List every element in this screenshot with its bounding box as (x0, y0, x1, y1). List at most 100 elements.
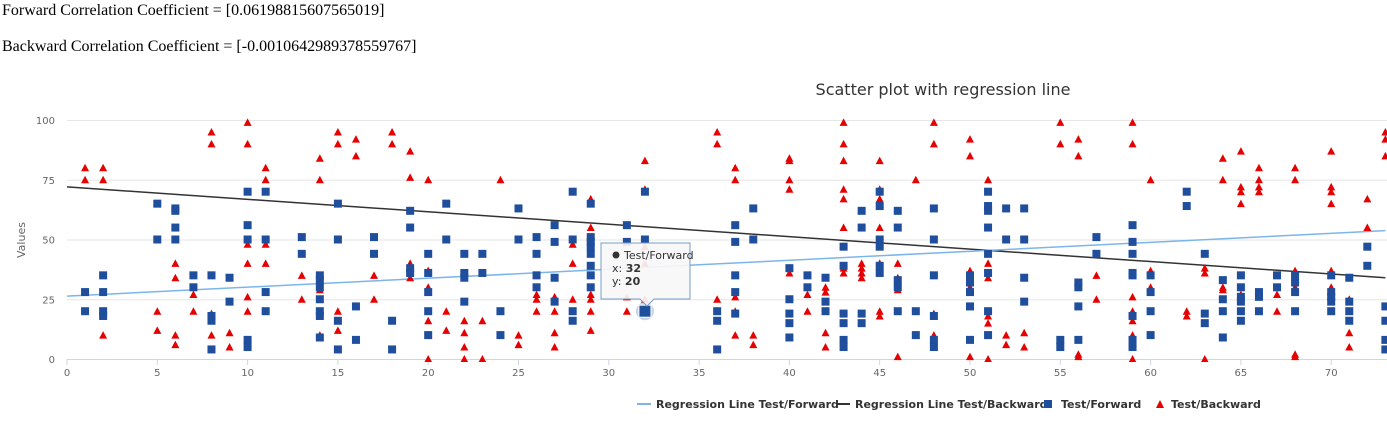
forward-point (261, 235, 270, 244)
backward-point (1128, 118, 1137, 126)
backward-point (1182, 311, 1191, 320)
forward-point (388, 345, 397, 354)
forward-point (984, 202, 993, 211)
backward-point (333, 326, 342, 334)
backward-point (839, 194, 848, 203)
x-tick-label: 25 (512, 368, 525, 379)
backward-point (893, 259, 902, 267)
backward-point (984, 259, 993, 267)
backward-point (333, 307, 342, 315)
forward-point (1146, 331, 1155, 340)
forward-point (1056, 343, 1065, 352)
forward-point (857, 319, 866, 328)
forward-point (225, 297, 234, 306)
forward-point (496, 331, 505, 340)
x-tick-label: 45 (873, 368, 886, 379)
forward-point (207, 311, 216, 320)
forward-point (1128, 311, 1137, 320)
backward-point (1002, 340, 1011, 349)
forward-point (1218, 333, 1227, 342)
forward-point (1236, 292, 1245, 301)
forward-point (586, 261, 595, 270)
backward-point (713, 295, 722, 303)
svg-text:y: 20: y: 20 (612, 275, 641, 288)
backward-point (550, 307, 559, 315)
forward-point (984, 249, 993, 258)
forward-point (550, 221, 559, 230)
tooltip-series-dot-icon (612, 251, 620, 259)
forward-correlation-text: Forward Correlation Coefficient = [0.061… (2, 2, 385, 19)
forward-point (388, 316, 397, 325)
forward-point (1128, 237, 1137, 246)
forward-point (207, 316, 216, 325)
forward-point (911, 307, 920, 316)
tooltip-x-value: 32 (626, 262, 641, 275)
forward-point (424, 268, 433, 277)
forward-point (966, 278, 974, 287)
forward-point (839, 343, 848, 352)
backward-point (586, 307, 595, 315)
forward-point (839, 309, 848, 318)
forward-point (785, 295, 794, 304)
forward-point (1200, 309, 1209, 318)
forward-point (1092, 249, 1101, 258)
backward-point (207, 331, 216, 339)
backward-point (1327, 199, 1336, 208)
forward-point (532, 271, 541, 280)
backward-point (1182, 307, 1191, 315)
backward-point (875, 194, 884, 203)
backward-point (1381, 127, 1387, 136)
forward-point (1020, 273, 1029, 282)
backward-point (460, 328, 469, 337)
backward-point (1363, 223, 1372, 232)
tooltip-series: Test/Forward (623, 249, 694, 262)
forward-point (568, 316, 577, 325)
forward-point (496, 307, 505, 316)
forward-point (460, 249, 469, 258)
hovered-point (638, 304, 652, 318)
backward-correlation-text: Backward Correlation Coefficient = [-0.0… (2, 38, 417, 55)
forward-point (1182, 202, 1191, 211)
forward-point (640, 187, 649, 196)
backward-point (1327, 187, 1336, 196)
legend-item-regression-forward[interactable]: Regression Line Test/Forward (637, 398, 839, 411)
forward-point (568, 235, 577, 244)
backward-point (1291, 175, 1300, 184)
forward-point (243, 335, 252, 344)
forward-point (424, 288, 433, 297)
legend: Regression Line Test/Forward Regression … (637, 398, 1261, 411)
backward-point (803, 290, 812, 298)
backward-point (731, 292, 740, 301)
y-tick-label: 25 (42, 295, 55, 306)
y-tick-label: 75 (42, 176, 55, 187)
forward-point (785, 319, 794, 328)
legend-item-regression-backward[interactable]: Regression Line Test/Backward (836, 398, 1048, 411)
forward-point (532, 233, 541, 242)
backward-point (1092, 295, 1101, 303)
backward-point (333, 139, 342, 148)
backward-point (1074, 352, 1083, 361)
backward-point (966, 352, 974, 361)
backward-point (424, 316, 433, 325)
forward-point (81, 307, 90, 316)
forward-point (893, 276, 902, 285)
forward-point (731, 309, 740, 318)
backward-point (785, 268, 794, 277)
forward-point (1291, 278, 1300, 287)
legend-item-backward[interactable]: Test/Backward (1156, 398, 1261, 411)
backward-point (1254, 163, 1263, 172)
grid-lines (67, 120, 1387, 301)
backward-point (1291, 352, 1300, 361)
backward-point (550, 343, 559, 351)
backward-point (532, 295, 541, 303)
forward-point (1381, 345, 1387, 354)
forward-point (1218, 307, 1227, 316)
legend-item-forward[interactable]: Test/Forward (1044, 398, 1141, 411)
forward-point (966, 335, 974, 344)
forward-point (261, 307, 270, 316)
backward-point (243, 139, 252, 148)
backward-point (1381, 151, 1387, 160)
backward-point (586, 223, 595, 232)
forward-point (1074, 335, 1083, 344)
forward-point (857, 206, 866, 215)
